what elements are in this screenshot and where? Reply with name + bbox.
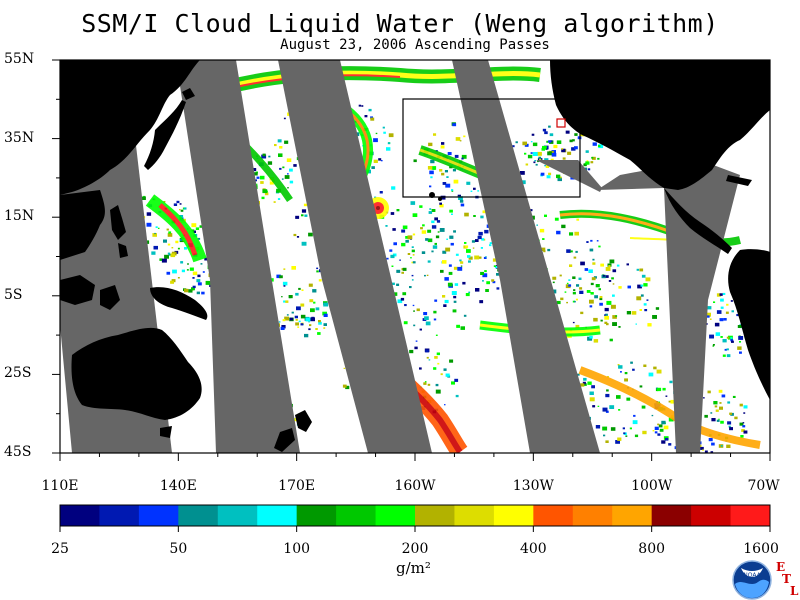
lon-label: 160W bbox=[394, 478, 436, 494]
noaa-logo: NOAA bbox=[732, 560, 772, 600]
lat-label: 35N bbox=[4, 129, 35, 146]
colorbar-swatch bbox=[651, 505, 692, 526]
etl-logo-l: L bbox=[790, 584, 799, 598]
colorbar-swatch bbox=[730, 505, 771, 526]
colorbar-tick-label: 50 bbox=[169, 541, 188, 557]
colorbar-tick-label: 200 bbox=[401, 541, 429, 557]
etl-logo-t: T bbox=[782, 572, 791, 586]
colorbar-swatch bbox=[612, 505, 653, 526]
lat-label: 5S bbox=[4, 286, 23, 303]
colorbar-tick-label: 400 bbox=[519, 541, 547, 557]
colorbar-swatch bbox=[572, 505, 613, 526]
lat-label: 25S bbox=[4, 365, 32, 382]
colorbar-swatch bbox=[533, 505, 574, 526]
colorbar-tick-label: 25 bbox=[51, 541, 69, 557]
colorbar-swatch bbox=[336, 505, 377, 526]
lat-label: 15N bbox=[4, 208, 35, 225]
colorbar-swatch bbox=[257, 505, 298, 526]
colorbar-units: g/m² bbox=[396, 559, 431, 577]
colorbar-tick-label: 100 bbox=[283, 541, 311, 557]
map-subtitle: August 23, 2006 Ascending Passes bbox=[280, 37, 550, 53]
noaa-logo-text: NOAA bbox=[743, 572, 761, 579]
lat-label: 55N bbox=[4, 51, 35, 67]
lon-label: 110E bbox=[41, 478, 79, 494]
red-marker-box bbox=[556, 118, 566, 128]
land-masses bbox=[60, 60, 770, 452]
etl-logo-e: E bbox=[776, 560, 786, 574]
colorbar-swatch bbox=[178, 505, 219, 526]
lon-label: 70W bbox=[747, 478, 780, 494]
lon-label: 170E bbox=[278, 478, 316, 494]
map-title: SSM/I Cloud Liquid Water (Weng algorithm… bbox=[81, 9, 719, 38]
colorbar-swatch bbox=[138, 505, 179, 526]
lon-label: 140E bbox=[159, 478, 197, 494]
lat-label: 45S bbox=[4, 444, 32, 460]
colorbar-tick-label: 1600 bbox=[743, 541, 779, 557]
colorbar-swatch bbox=[454, 505, 495, 526]
colorbar-swatch bbox=[691, 505, 732, 526]
colorbar bbox=[59, 504, 771, 532]
colorbar-swatch bbox=[60, 505, 100, 526]
colorbar-swatch bbox=[296, 505, 337, 526]
colorbar-swatch bbox=[217, 505, 258, 526]
lon-label: 100W bbox=[631, 478, 673, 494]
analysis-region-box bbox=[402, 98, 581, 198]
colorbar-tick-label: 800 bbox=[638, 541, 666, 557]
colorbar-swatch bbox=[493, 505, 534, 526]
lon-label: 130W bbox=[512, 478, 554, 494]
colorbar-swatch bbox=[415, 505, 455, 526]
colorbar-swatch bbox=[99, 505, 140, 526]
colorbar-swatch bbox=[375, 505, 416, 526]
